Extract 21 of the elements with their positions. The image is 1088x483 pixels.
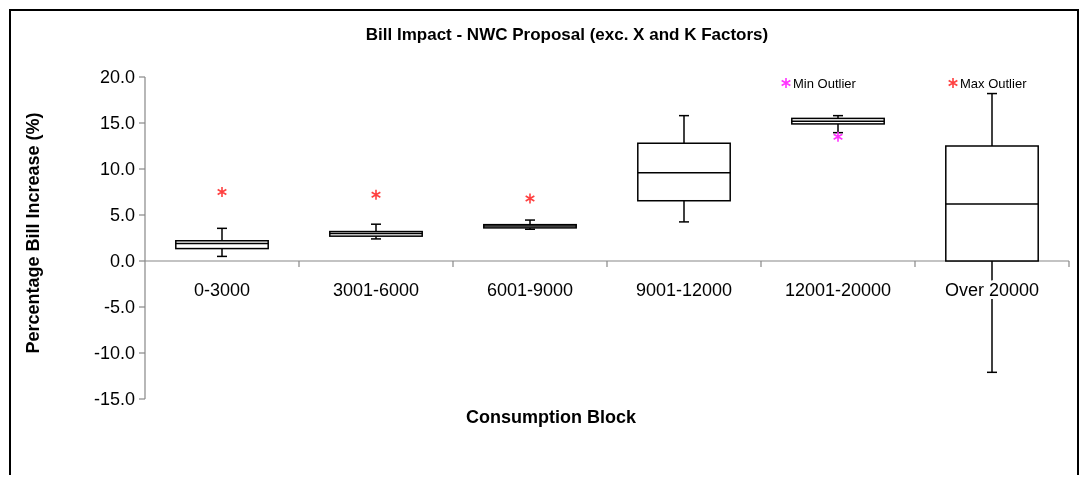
y-tick-label: 10.0 bbox=[99, 159, 135, 179]
point bbox=[216, 186, 228, 198]
y-tick-label: -10.0 bbox=[93, 343, 135, 363]
point bbox=[370, 188, 382, 201]
legend-label: Max Outlier bbox=[960, 75, 1028, 91]
y-tick-label: 15.0 bbox=[99, 113, 135, 133]
x-tick-label: 3001-6000 bbox=[332, 280, 420, 300]
x-tick-label: 0-3000 bbox=[193, 280, 251, 300]
y-tick-label: 5.0 bbox=[109, 205, 135, 225]
point bbox=[524, 192, 536, 205]
y-axis-title: Percentage Bill Increase (%) bbox=[23, 112, 43, 354]
x-tick-label: 6001-9000 bbox=[486, 280, 574, 300]
x-axis-title: Consumption Block bbox=[466, 407, 637, 427]
y-tick-label: -5.0 bbox=[103, 297, 135, 317]
y-tick-label: 20.0 bbox=[99, 67, 135, 87]
chart-title: Bill Impact - NWC Proposal (exc. X and K Factors) bbox=[365, 25, 769, 44]
y-tick-label: 0.0 bbox=[109, 251, 135, 271]
x-tick-label: 12001-20000 bbox=[784, 280, 892, 300]
legend-label: Min Outlier bbox=[793, 75, 857, 91]
x-tick-label: 9001-12000 bbox=[635, 280, 733, 300]
y-tick-label: -15.0 bbox=[93, 389, 135, 409]
